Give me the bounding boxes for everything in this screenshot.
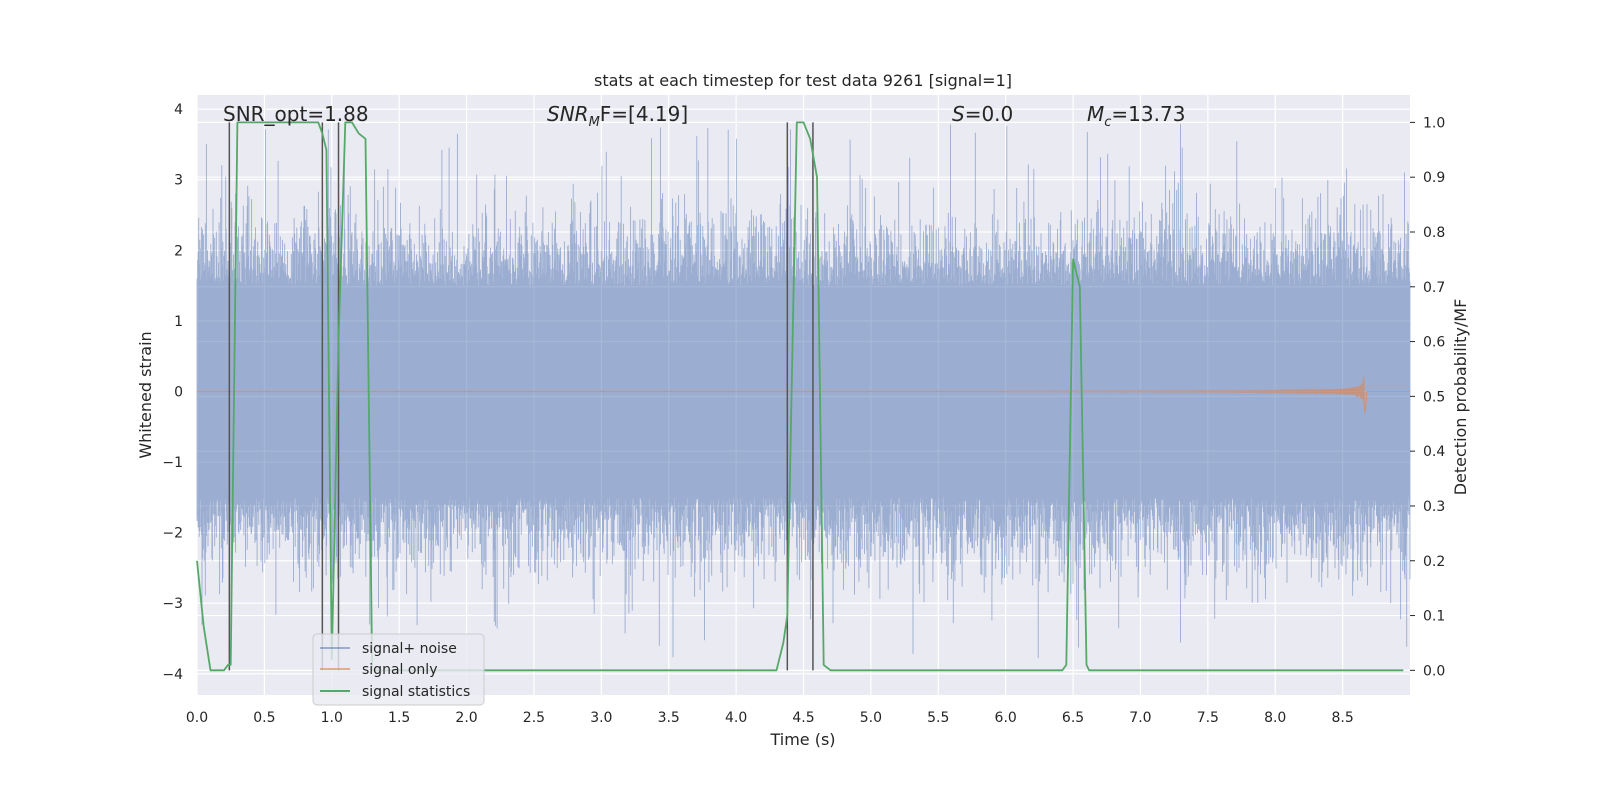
x-tick-label: 2.0	[455, 710, 477, 726]
y-right-tick-label: 0.9	[1423, 170, 1445, 186]
y-left-tick-label: 3	[174, 173, 183, 189]
y-right-tick-label: 0.2	[1423, 554, 1445, 570]
x-tick-label: 8.5	[1331, 710, 1353, 726]
y-left-tick-label: 0	[174, 384, 183, 400]
y-right-tick-label: 1.0	[1423, 115, 1445, 131]
x-tick-label: 8.0	[1264, 710, 1286, 726]
y-left-tick-label: 1	[174, 314, 183, 330]
y-left-tick-label: −3	[162, 596, 183, 612]
x-tick-label: 4.5	[792, 710, 814, 726]
x-tick-label: 6.0	[995, 710, 1017, 726]
axis-ticks: 0.0 0.5 1.0 1.5 2.0 2.5 3.0 3.5 4.0 4.5 5.0 5.5 6.0 6…	[162, 102, 1445, 726]
y-left-tick-label: 2	[174, 243, 183, 259]
signal-only-line	[1005, 376, 1410, 414]
x-tick-label: 3.0	[590, 710, 612, 726]
y-left-tick-label: −2	[162, 526, 183, 542]
legend-label-signal-only: signal only	[362, 662, 437, 678]
x-tick-label: 7.0	[1129, 710, 1151, 726]
signal-noise-series	[196, 123, 1411, 659]
detection-markers	[228, 122, 814, 671]
legend: signal+ noise signal only signal statist…	[312, 633, 485, 706]
y-right-tick-label: 0.7	[1423, 280, 1445, 296]
annotation-snr-mf: SNRMF=[4.19]	[547, 102, 688, 130]
x-tick-label: 5.5	[927, 710, 949, 726]
x-tick-label: 1.5	[388, 710, 410, 726]
x-tick-label: 7.5	[1197, 710, 1219, 726]
legend-box	[312, 633, 485, 706]
annotation-snr-opt: SNR_opt=1.88	[223, 102, 369, 126]
x-tick-label: 3.5	[658, 710, 680, 726]
signal-only-series	[197, 376, 1410, 414]
x-axis-label: Time (s)	[769, 730, 835, 749]
y-right-tick-label: 0.1	[1423, 609, 1445, 625]
chart-title: stats at each timestep for test data 926…	[594, 71, 1012, 90]
y-left-tick-label: −1	[162, 455, 183, 471]
y-left-tick-label: −4	[162, 667, 183, 683]
x-tick-label: 5.0	[860, 710, 882, 726]
legend-label-signal-noise: signal+ noise	[362, 641, 457, 657]
x-tick-label: 0.0	[186, 710, 208, 726]
y-right-tick-label: 0.3	[1423, 499, 1445, 515]
x-tick-label: 4.0	[725, 710, 747, 726]
x-tick-label: 2.5	[523, 710, 545, 726]
signal-noise-line	[196, 123, 1411, 659]
y-left-tick-label: 4	[174, 102, 183, 118]
y-axis-label-right: Detection probability/MF	[1451, 299, 1470, 496]
x-tick-label: 6.5	[1062, 710, 1084, 726]
annotation-s: S=0.0	[952, 102, 1013, 126]
y-right-tick-label: 0.4	[1423, 444, 1445, 460]
x-tick-label: 0.5	[253, 710, 275, 726]
annotation-mc: Mc=13.73	[1087, 102, 1185, 130]
legend-label-signal-statistics: signal statistics	[362, 684, 470, 700]
y-right-tick-label: 0.6	[1423, 335, 1445, 351]
y-right-tick-label: 0.5	[1423, 389, 1445, 405]
x-tick-label: 1.0	[321, 710, 343, 726]
y-right-tick-label: 0.0	[1423, 663, 1445, 679]
y-right-tick-label: 0.8	[1423, 225, 1445, 241]
y-axis-label-left: Whitened strain	[136, 331, 155, 458]
